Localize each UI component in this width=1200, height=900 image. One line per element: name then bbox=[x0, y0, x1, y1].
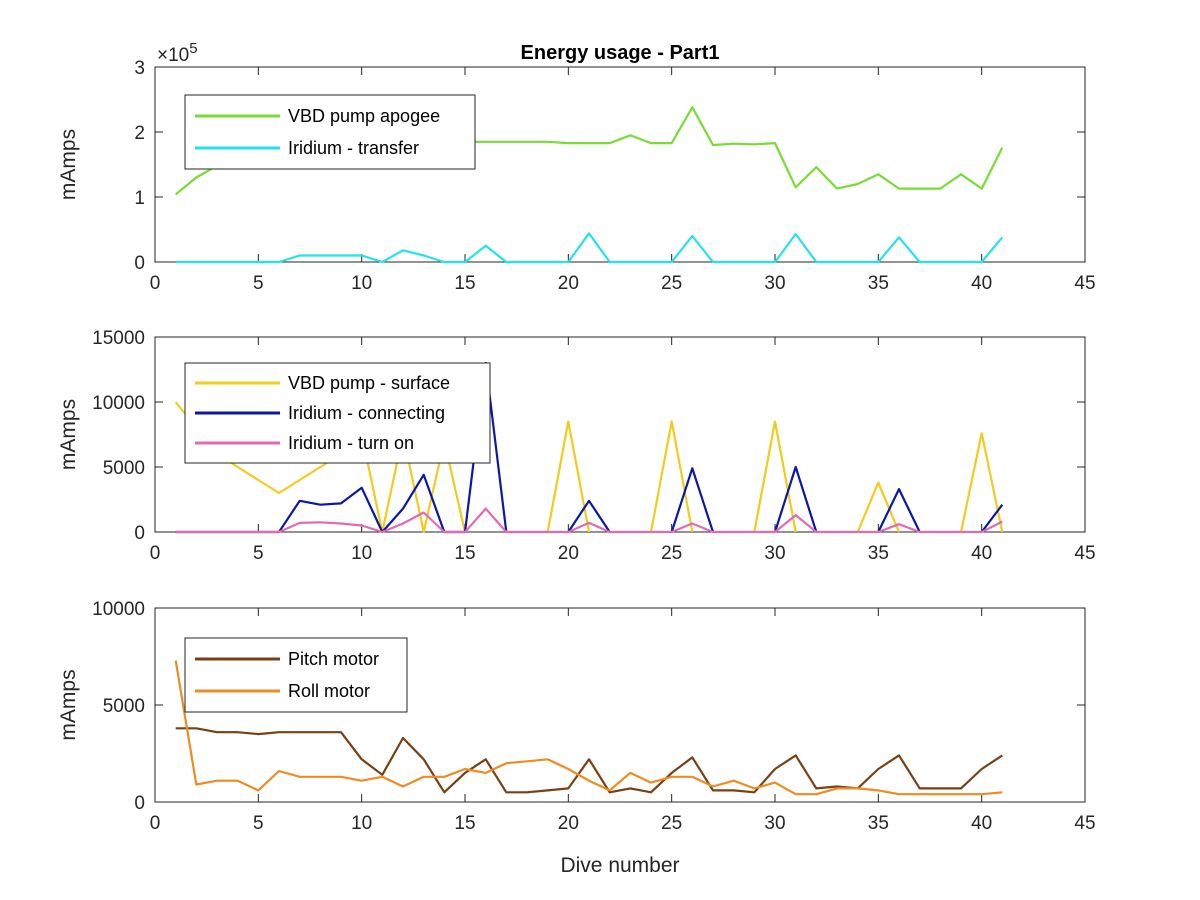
series-line bbox=[175, 507, 1003, 534]
legend-entry: Iridium - transfer bbox=[288, 138, 419, 158]
legend-entry: Pitch motor bbox=[288, 649, 379, 669]
subplot-3: 0 5 10 15 20 25 30 35 40 45 0 5000 10000 mAmps Dive nu… bbox=[57, 599, 1096, 877]
legend-entry: Roll motor bbox=[288, 681, 370, 701]
x-tick-label: 35 bbox=[868, 813, 889, 834]
x-tick-label: 10 bbox=[351, 273, 372, 294]
y-tick-label: 2 bbox=[134, 123, 145, 144]
series-line bbox=[546, 420, 591, 533]
y-tick-label: 0 bbox=[134, 523, 145, 544]
legend-box bbox=[184, 94, 476, 170]
x-tick-label: 35 bbox=[868, 273, 889, 294]
y-tick-label: 15000 bbox=[92, 328, 145, 349]
y-axis-label: mAmps bbox=[57, 129, 80, 200]
series-line bbox=[753, 420, 797, 533]
series-line bbox=[649, 420, 694, 533]
x-tick-label: 30 bbox=[764, 273, 785, 294]
x-tick-label: 10 bbox=[351, 813, 372, 834]
x-tick-label: 20 bbox=[558, 813, 579, 834]
y-exponent-label: ×105 bbox=[157, 40, 198, 66]
y-tick-label: 0 bbox=[134, 793, 145, 814]
series-line bbox=[670, 467, 715, 533]
x-tick-label: 5 bbox=[253, 813, 264, 834]
x-tick-label: 20 bbox=[558, 273, 579, 294]
legend-entry: VBD pump apogee bbox=[288, 106, 440, 126]
x-tick-label: 35 bbox=[868, 543, 889, 564]
x-tick-label: 30 bbox=[764, 543, 785, 564]
x-tick-label: 15 bbox=[454, 273, 475, 294]
x-tick-label: 40 bbox=[971, 813, 992, 834]
legend: VBD pump apogee Iridium - transfer bbox=[184, 94, 476, 170]
subplot-1: 0 5 10 15 20 25 30 35 40 45 0 1 2 3 ×105 mAmps Energy us… bbox=[57, 40, 1096, 294]
series-line bbox=[174, 660, 1003, 796]
x-tick-label: 45 bbox=[1074, 813, 1095, 834]
y-tick-label: 0 bbox=[134, 253, 145, 274]
x-tick-label: 0 bbox=[150, 543, 161, 564]
series-roll-motor bbox=[174, 660, 1003, 796]
series-line bbox=[175, 727, 1003, 794]
y-axis-label: mAmps bbox=[57, 399, 80, 470]
x-tick-label: 25 bbox=[661, 813, 682, 834]
x-tick-label: 10 bbox=[351, 543, 372, 564]
chart-title: Energy usage - Part1 bbox=[521, 42, 720, 64]
x-tick-label: 45 bbox=[1074, 273, 1095, 294]
series-line bbox=[877, 488, 921, 533]
legend-entry: VBD pump - surface bbox=[288, 373, 450, 393]
legend-box bbox=[184, 637, 408, 713]
series-iridium-turn-on bbox=[175, 507, 1003, 534]
series-line bbox=[980, 504, 1004, 533]
series-line bbox=[773, 465, 818, 533]
legend-entry: Iridium - connecting bbox=[288, 403, 445, 423]
x-tick-label: 30 bbox=[764, 813, 785, 834]
x-tick-label: 45 bbox=[1074, 543, 1095, 564]
x-tick-label: 5 bbox=[253, 273, 264, 294]
legend: VBD pump - surface Iridium - connecting Ir… bbox=[184, 362, 491, 464]
y-tick-label: 1 bbox=[134, 188, 145, 209]
series-line bbox=[175, 232, 1004, 264]
y-tick-label: 3 bbox=[134, 58, 145, 79]
y-tick-label: 5000 bbox=[103, 458, 145, 479]
x-tick-label: 25 bbox=[661, 543, 682, 564]
y-tick-label: 10000 bbox=[92, 393, 145, 414]
x-tick-label: 40 bbox=[971, 273, 992, 294]
x-axis-label: Dive number bbox=[560, 854, 679, 877]
x-tick-label: 15 bbox=[454, 813, 475, 834]
x-tick-label: 15 bbox=[454, 543, 475, 564]
x-tick-label: 40 bbox=[971, 543, 992, 564]
series-line bbox=[856, 481, 901, 533]
y-axis-label: mAmps bbox=[57, 669, 80, 740]
x-tick-label: 0 bbox=[150, 813, 161, 834]
series-pitch-motor bbox=[175, 727, 1003, 794]
legend-entry: Iridium - turn on bbox=[288, 433, 414, 453]
series-line bbox=[959, 432, 1004, 533]
series-iridium-transfer bbox=[175, 232, 1004, 264]
x-tick-label: 25 bbox=[661, 273, 682, 294]
y-tick-label: 5000 bbox=[103, 696, 145, 717]
series-line bbox=[567, 499, 611, 533]
legend: Pitch motor Roll motor bbox=[184, 637, 408, 713]
x-tick-label: 0 bbox=[150, 273, 161, 294]
x-tick-label: 20 bbox=[558, 543, 579, 564]
x-tick-label: 5 bbox=[253, 543, 264, 564]
subplot-2: 0 5 10 15 20 25 30 35 40 45 0 5000 10000 15000 mAmps VB… bbox=[57, 328, 1096, 564]
y-tick-label: 10000 bbox=[92, 599, 145, 620]
